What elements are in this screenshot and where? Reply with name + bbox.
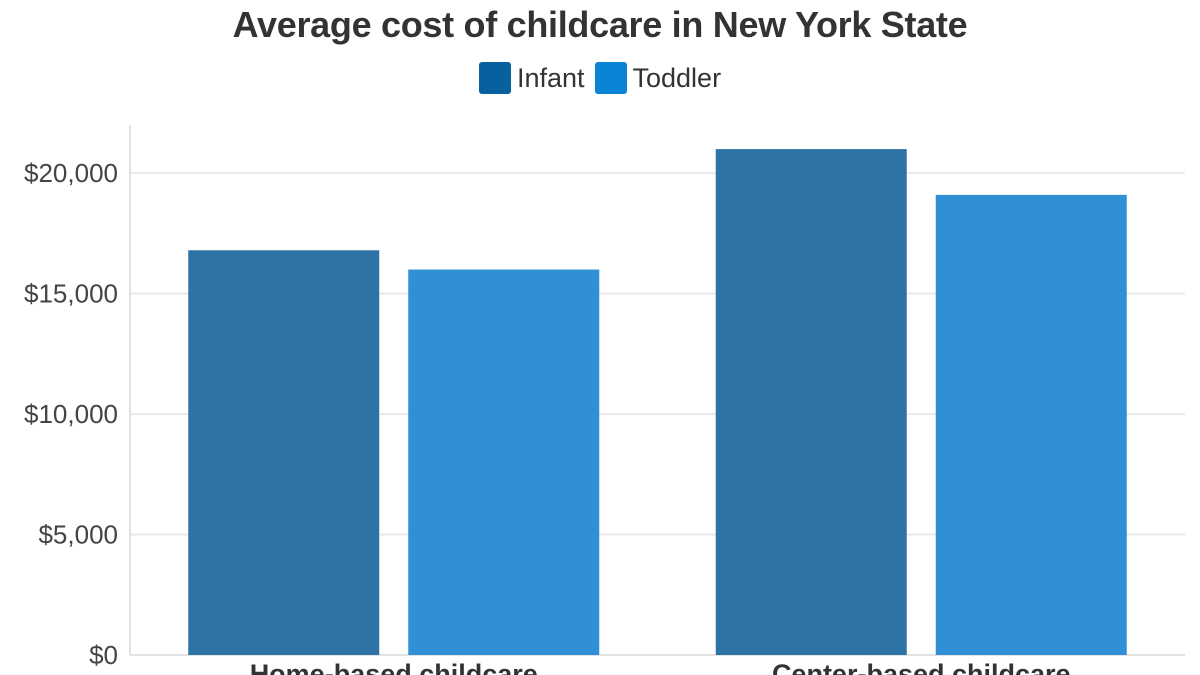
x-category-label: Home-based childcare	[250, 659, 538, 675]
y-tick-label: $10,000	[24, 399, 118, 429]
legend-label-toddler: Toddler	[632, 62, 722, 93]
legend-item-infant[interactable]: Infant	[478, 62, 585, 94]
chart-legend: Infant Toddler	[0, 62, 1200, 94]
legend-label-infant: Infant	[516, 62, 585, 93]
legend-item-toddler[interactable]: Toddler	[594, 62, 722, 94]
bar-infant-2[interactable]	[715, 149, 907, 655]
bar-infant-1[interactable]	[188, 250, 380, 656]
y-tick-label: $5,000	[38, 520, 118, 550]
y-tick-label: $20,000	[24, 158, 118, 188]
legend-swatch-toddler	[594, 62, 627, 94]
bar-toddler-1[interactable]	[408, 269, 600, 655]
y-tick-label: $15,000	[24, 279, 118, 309]
y-tick-label: $0	[89, 640, 118, 670]
x-category-label: Center-based childcare	[772, 659, 1071, 675]
bar-toddler-2[interactable]	[935, 194, 1127, 655]
legend-swatch-infant	[478, 62, 511, 94]
chart-title: Average cost of childcare in New York St…	[232, 4, 968, 45]
